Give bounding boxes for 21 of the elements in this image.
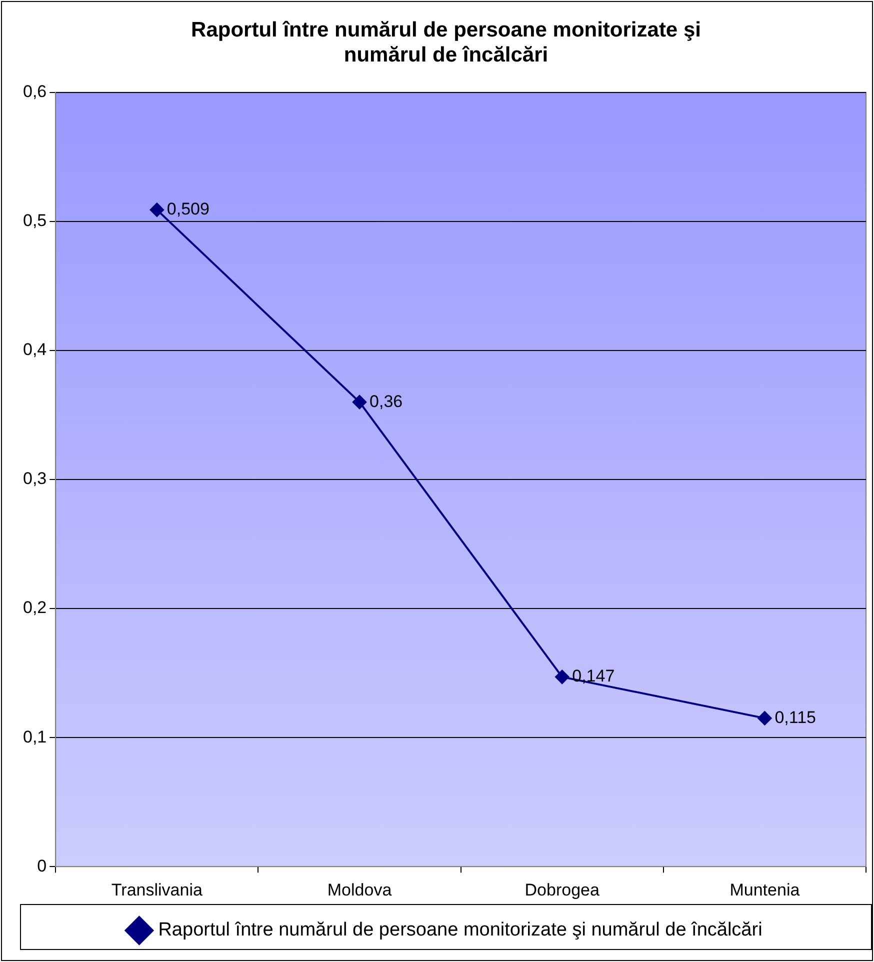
legend-label: Raportul între numărul de persoane monitorizate şi numărul de încălcări [158, 920, 762, 941]
point [758, 711, 772, 726]
data-label: 0,147 [572, 666, 615, 686]
point [150, 202, 164, 217]
y-tick-label: 0,6 [22, 82, 47, 102]
point [555, 670, 570, 684]
y-tick-label: 0,5 [22, 211, 47, 230]
data-label: 0,36 [370, 392, 403, 411]
y-tick-label: 0,4 [22, 340, 47, 360]
y-tick-label: 0 [37, 856, 47, 876]
y-tick-label: 0,2 [22, 598, 47, 618]
x-tick-label: Moldova [327, 880, 392, 900]
data-label: 0,115 [774, 708, 816, 727]
x-tick-label: Dobrogea [524, 880, 600, 900]
x-tick-label: Translivania [111, 880, 203, 900]
chart-title: Raportul între numărul de persoane monitorizate şi numărul de încălcări [191, 18, 701, 67]
y-tick-label: 0,1 [22, 727, 47, 746]
y-tick-label: 0,3 [22, 469, 47, 488]
data-label: 0,509 [166, 200, 210, 219]
x-tick-label: Muntenia [730, 880, 800, 900]
point [352, 395, 367, 410]
